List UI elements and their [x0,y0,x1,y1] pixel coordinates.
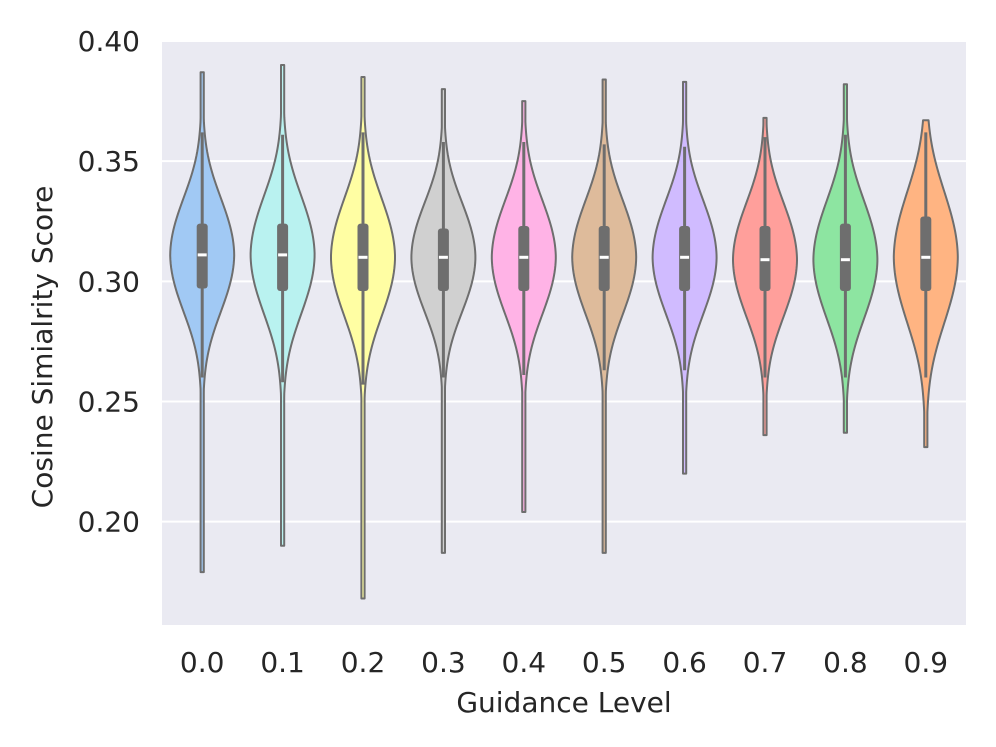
violin-0.3 [410,88,477,554]
violin-0.9 [892,119,959,449]
x-tick-label: 0.3 [421,646,466,679]
y-tick-label: 0.35 [78,145,140,178]
x-tick-label: 0.7 [743,646,788,679]
x-tick-label: 0.2 [341,646,386,679]
violin-0.8 [812,83,879,434]
y-axis-ticks: 0.20 0.25 0.30 0.35 0.40 [78,25,140,539]
x-tick-label: 0.4 [502,646,547,679]
x-tick-label: 0.8 [823,646,868,679]
x-axis-ticks: 0.0 0.1 0.2 0.3 0.4 0.5 0.6 0.7 0.8 0.9 [180,646,948,679]
violin-0.6 [651,80,718,475]
x-tick-label: 0.5 [582,646,627,679]
x-tick-label: 0.9 [904,646,949,679]
violins [169,64,959,600]
violin-iqr-box [277,223,289,291]
violin-0.2 [330,76,396,600]
violin-iqr-box [920,216,932,291]
x-tick-label: 0.6 [662,646,707,679]
y-tick-label: 0.40 [78,25,140,58]
x-tick-label: 0.0 [180,646,225,679]
y-tick-label: 0.30 [78,265,140,298]
violin-0.0 [169,71,236,574]
violin-iqr-box [839,223,851,291]
violin-0.5 [571,78,638,554]
violin-0.4 [490,100,557,514]
y-tick-label: 0.20 [78,506,140,539]
violin-iqr-box [437,228,449,291]
y-tick-label: 0.25 [78,385,140,418]
y-axis-label: Cosine Simialrity Score [26,186,59,509]
violin-0.7 [732,116,798,437]
violin-0.1 [249,64,316,547]
x-axis-label: Guidance Level [456,686,671,719]
x-tick-label: 0.1 [260,646,305,679]
